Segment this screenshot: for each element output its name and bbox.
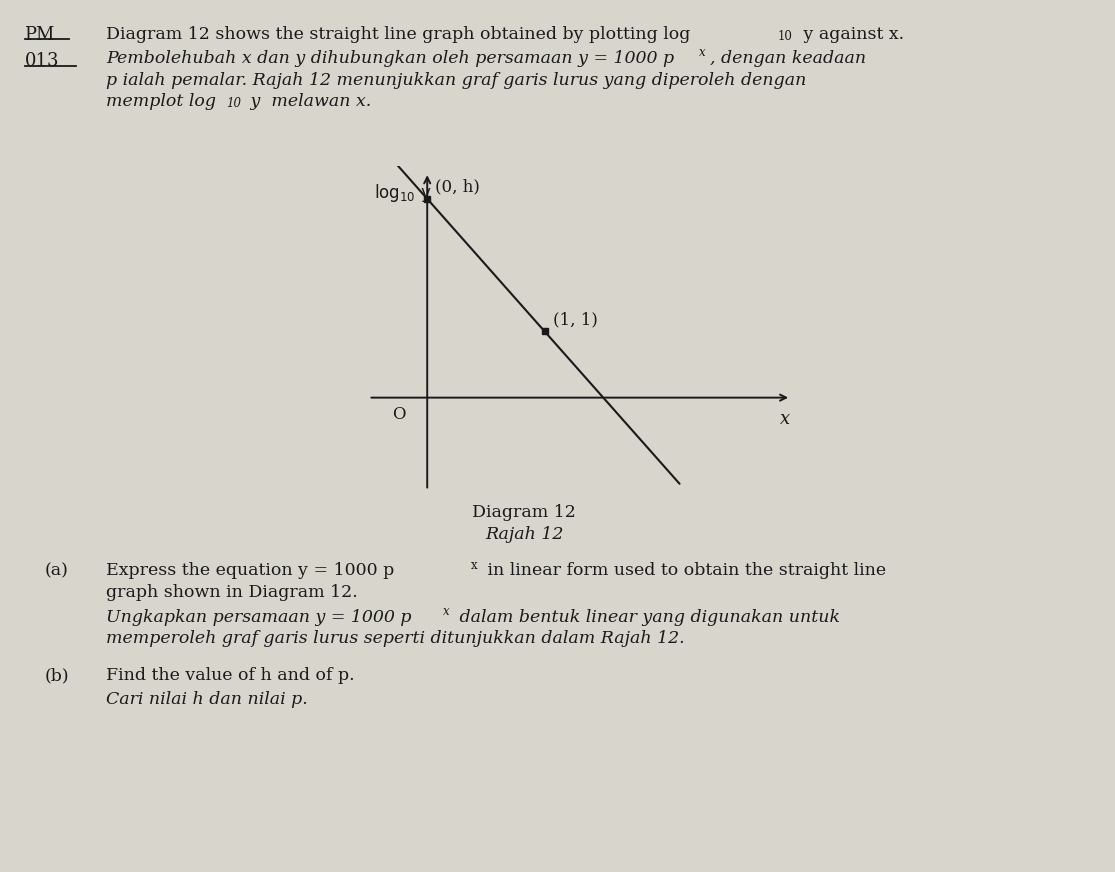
Text: 10: 10 xyxy=(226,97,241,110)
Text: y against x.: y against x. xyxy=(798,26,904,43)
Text: Cari nilai h dan nilai p.: Cari nilai h dan nilai p. xyxy=(106,691,308,707)
Text: in linear form used to obtain the straight line: in linear form used to obtain the straig… xyxy=(482,562,885,579)
Text: x: x xyxy=(443,605,449,618)
Text: x: x xyxy=(699,46,706,59)
Text: y  melawan x.: y melawan x. xyxy=(245,93,371,110)
Text: 013: 013 xyxy=(25,52,59,71)
Text: $\mathsf{log_{10}}$ $\mathsf{y}$: $\mathsf{log_{10}}$ $\mathsf{y}$ xyxy=(375,182,432,204)
Text: O: O xyxy=(392,405,406,423)
Text: Diagram 12 shows the straight line graph obtained by plotting log: Diagram 12 shows the straight line graph… xyxy=(106,26,690,43)
Text: Find the value of h and of p.: Find the value of h and of p. xyxy=(106,667,355,684)
Text: dalam bentuk linear yang digunakan untuk: dalam bentuk linear yang digunakan untuk xyxy=(454,609,840,625)
Text: Express the equation y = 1000 p: Express the equation y = 1000 p xyxy=(106,562,395,579)
Text: p ialah pemalar. Rajah 12 menunjukkan graf garis lurus yang diperoleh dengan: p ialah pemalar. Rajah 12 menunjukkan gr… xyxy=(106,72,806,88)
Text: Pembolehubah x dan y dihubungkan oleh persamaan y = 1000 p: Pembolehubah x dan y dihubungkan oleh pe… xyxy=(106,50,675,66)
Text: , dengan keadaan: , dengan keadaan xyxy=(710,50,866,66)
Text: Rajah 12: Rajah 12 xyxy=(485,526,563,542)
Text: graph shown in Diagram 12.: graph shown in Diagram 12. xyxy=(106,584,358,601)
Text: Diagram 12: Diagram 12 xyxy=(472,504,576,521)
Text: Ungkapkan persamaan y = 1000 p: Ungkapkan persamaan y = 1000 p xyxy=(106,609,411,625)
Text: (0, h): (0, h) xyxy=(436,179,481,195)
Text: memplot log: memplot log xyxy=(106,93,216,110)
Text: x: x xyxy=(780,410,791,427)
Text: (a): (a) xyxy=(45,562,68,579)
Text: memperoleh graf garis lurus seperti ditunjukkan dalam Rajah 12.: memperoleh graf garis lurus seperti ditu… xyxy=(106,630,685,647)
Text: (1, 1): (1, 1) xyxy=(553,311,598,328)
Text: 10: 10 xyxy=(777,30,792,43)
Text: (b): (b) xyxy=(45,667,69,684)
Text: x: x xyxy=(471,559,477,572)
Text: PM: PM xyxy=(25,26,55,44)
